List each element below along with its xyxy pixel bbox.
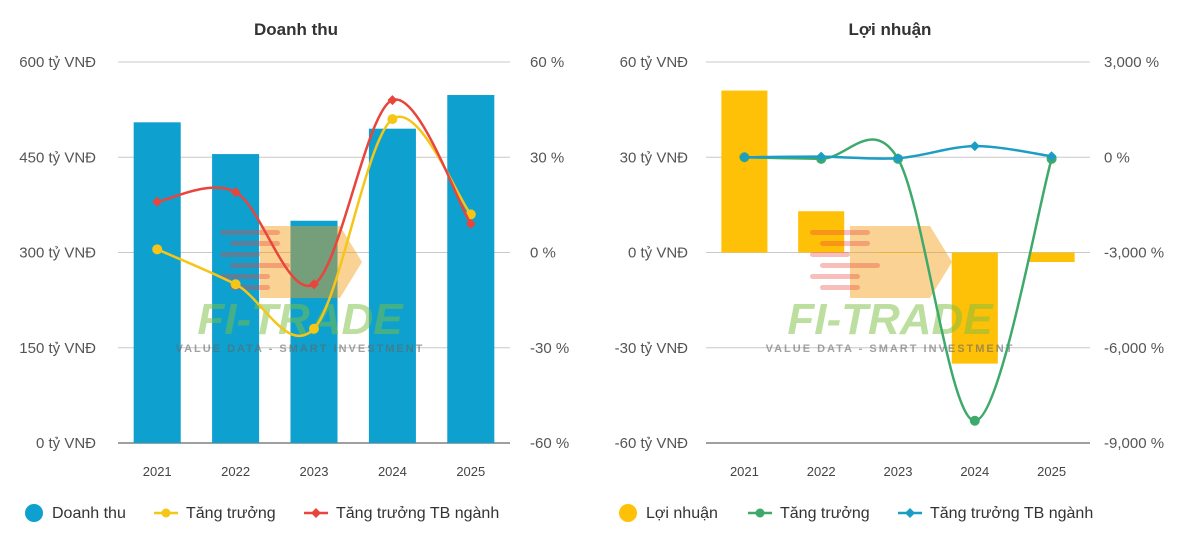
legend-label: Doanh thu (52, 505, 126, 522)
legend-label: Tăng trưởng TB ngành (336, 505, 499, 522)
watermark-speed-line (810, 252, 850, 257)
series-point (309, 279, 319, 290)
x-axis-tick-label: 2024 (378, 464, 407, 479)
series-point (309, 323, 319, 334)
series-point (230, 279, 241, 290)
legend-item[interactable]: Lợi nhuận (619, 504, 718, 522)
x-axis-tick-label: 2022 (807, 464, 836, 479)
bar (133, 122, 181, 443)
series-point (1046, 151, 1057, 162)
left-axis-tick-label: 300 tỷ VNĐ (19, 245, 96, 262)
series-point (152, 244, 163, 255)
left-axis-tick-label: 0 tỷ VNĐ (628, 245, 688, 262)
watermark-speed-line (230, 241, 280, 246)
bar (798, 211, 845, 253)
series-point (739, 152, 750, 163)
legend-item[interactable]: Tăng trưởng (748, 505, 870, 522)
legend-marker (755, 508, 765, 518)
legend-item[interactable]: Tăng trưởng TB ngành (304, 505, 499, 522)
legend-item[interactable]: Tăng trưởng TB ngành (898, 505, 1093, 522)
legend-marker (905, 508, 915, 518)
left-axis-tick-label: 30 tỷ VNĐ (620, 149, 689, 166)
x-axis-tick-label: 2025 (456, 464, 485, 479)
x-axis-tick-label: 2025 (1037, 464, 1066, 479)
legend-label: Tăng trưởng TB ngành (930, 505, 1093, 522)
series-point (816, 151, 827, 162)
right-axis-tick-label: 0 % (530, 245, 556, 262)
right-axis-tick-label: -3,000 % (1104, 245, 1164, 262)
watermark-speed-line (230, 263, 290, 268)
series-line (156, 98, 472, 288)
left-axis-tick-label: -30 tỷ VNĐ (615, 340, 689, 357)
left-axis-tick-label: -60 tỷ VNĐ (615, 435, 689, 452)
watermark-arrow-shape (850, 226, 952, 298)
legend-label: Lợi nhuận (646, 505, 718, 522)
legend-item[interactable]: Tăng trưởng (154, 505, 276, 522)
bar (951, 252, 998, 364)
left-axis-tick-label: 600 tỷ VNĐ (19, 54, 96, 71)
x-axis-tick-label: 2022 (221, 464, 250, 479)
watermark-tagline: VALUE DATA - SMART INVESTMENT (766, 343, 1015, 355)
series-point (465, 218, 476, 229)
revenue-chart: Doanh thu 0 tỷ VNĐ 150 tỷ VNĐ 300 tỷ VNĐ 450… (19, 20, 569, 522)
series-point (969, 415, 980, 426)
bar (1028, 252, 1075, 263)
watermark-speed-line (820, 263, 880, 268)
x-axis-tick-label: 2021 (730, 464, 759, 479)
right-axis-tick-label: -30 % (530, 340, 569, 357)
legend-label: Tăng trưởng (186, 505, 276, 522)
legend-bar-swatch (25, 504, 43, 522)
watermark-speed-line (220, 274, 270, 279)
x-axis-tick-label: 2023 (300, 464, 329, 479)
legend-marker (311, 508, 321, 518)
chart-title: Lợi nhuận (849, 20, 932, 39)
right-axis-tick-label: 3,000 % (1104, 54, 1159, 71)
watermark-speed-line (820, 285, 860, 290)
x-axis-tick-label: 2024 (960, 464, 989, 479)
bar (721, 90, 768, 253)
chart-title: Doanh thu (254, 20, 338, 39)
legend-bar-swatch (619, 504, 637, 522)
series-point (969, 141, 980, 152)
series-point (230, 187, 241, 198)
series-point (387, 114, 398, 125)
legend-label: Tăng trưởng (780, 505, 870, 522)
watermark-brand: FI-TRADE (787, 295, 994, 344)
right-axis-tick-label: 0 % (1104, 149, 1130, 166)
watermark-speed-line (820, 241, 870, 246)
bar (368, 128, 416, 444)
watermark-speed-line (810, 274, 860, 279)
watermark-speed-line (220, 252, 260, 257)
right-axis-tick-label: -9,000 % (1104, 435, 1164, 452)
right-axis-tick-label: -60 % (530, 435, 569, 452)
watermark-arrow-shape (260, 226, 362, 298)
series-point (387, 95, 398, 106)
x-axis-tick-label: 2023 (884, 464, 913, 479)
legend-item[interactable]: Doanh thu (25, 504, 126, 522)
right-axis-tick-label: 60 % (530, 54, 564, 71)
left-axis-tick-label: 60 tỷ VNĐ (620, 54, 689, 71)
x-axis-tick-label: 2021 (143, 464, 172, 479)
left-axis-tick-label: 150 tỷ VNĐ (19, 340, 96, 357)
watermark-tagline: VALUE DATA - SMART INVESTMENT (176, 343, 425, 355)
watermark-speed-line (220, 230, 280, 235)
watermark-speed-line (810, 230, 870, 235)
series-line (156, 115, 472, 338)
left-axis-tick-label: 0 tỷ VNĐ (36, 435, 96, 452)
bar (874, 252, 922, 253)
left-axis-tick-label: 450 tỷ VNĐ (19, 149, 96, 166)
right-axis-tick-label: -6,000 % (1104, 340, 1164, 357)
bar (447, 95, 495, 444)
series-point (152, 196, 163, 207)
series-point (893, 153, 903, 164)
legend-marker (161, 508, 171, 518)
profit-chart: Lợi nhuận -60 tỷ VNĐ -30 tỷ VNĐ 0 tỷ VNĐ 30 … (615, 20, 1164, 522)
right-axis-tick-label: 30 % (530, 149, 564, 166)
